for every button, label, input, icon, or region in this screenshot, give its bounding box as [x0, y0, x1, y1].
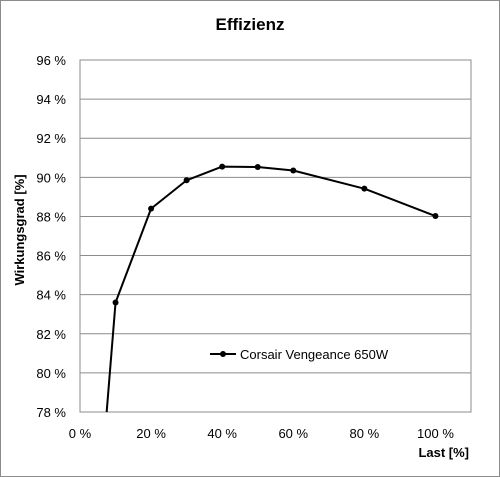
chart-title: Effizienz: [216, 15, 285, 34]
y-tick-label-88: 88 %: [36, 209, 66, 224]
y-tick-label-84: 84 %: [36, 288, 66, 303]
plot-area-border: [79, 59, 472, 413]
y-tick-label-82: 82 %: [36, 327, 66, 342]
legend-label: Corsair Vengeance 650W: [240, 347, 389, 362]
x-tick-label-0: 0 %: [69, 426, 92, 441]
x-tick-label-60: 60 %: [278, 426, 308, 441]
x-tick-label-40: 40 %: [207, 426, 237, 441]
series-line-0: [105, 165, 436, 413]
y-axis-tick-labels: 78 % 80 % 82 % 84 % 86 % 88 % 90 % 92 % 94 % 96 %: [36, 53, 66, 420]
y-axis-title: Wirkungsgrad [%]: [12, 174, 27, 285]
data-point-60: [290, 167, 297, 174]
data-point-100: [432, 213, 439, 220]
legend-point-marker: [220, 351, 226, 357]
y-tick-label-96: 96 %: [36, 53, 66, 68]
legend: Corsair Vengeance 650W: [210, 347, 389, 362]
data-point-30: [183, 177, 190, 184]
y-tick-label-94: 94 %: [36, 92, 66, 107]
y-tick-label-86: 86 %: [36, 249, 66, 264]
data-point-50: [254, 163, 261, 170]
data-point-20: [148, 205, 155, 212]
y-tick-label-78: 78 %: [36, 405, 66, 420]
x-tick-label-80: 80 %: [350, 426, 380, 441]
y-tick-label-90: 90 %: [36, 170, 66, 185]
series-layer: [105, 163, 439, 413]
data-point-80: [361, 185, 368, 192]
y-tick-label-80: 80 %: [36, 366, 66, 381]
x-axis-tick-labels: 0 % 20 % 40 % 60 % 80 % 100 %: [69, 426, 455, 441]
x-tick-label-20: 20 %: [136, 426, 166, 441]
x-axis-title: Last [%]: [418, 445, 469, 460]
x-tick-label-100: 100 %: [417, 426, 454, 441]
data-point-40: [219, 163, 226, 170]
data-point-10: [112, 299, 119, 306]
y-tick-label-92: 92 %: [36, 131, 66, 146]
